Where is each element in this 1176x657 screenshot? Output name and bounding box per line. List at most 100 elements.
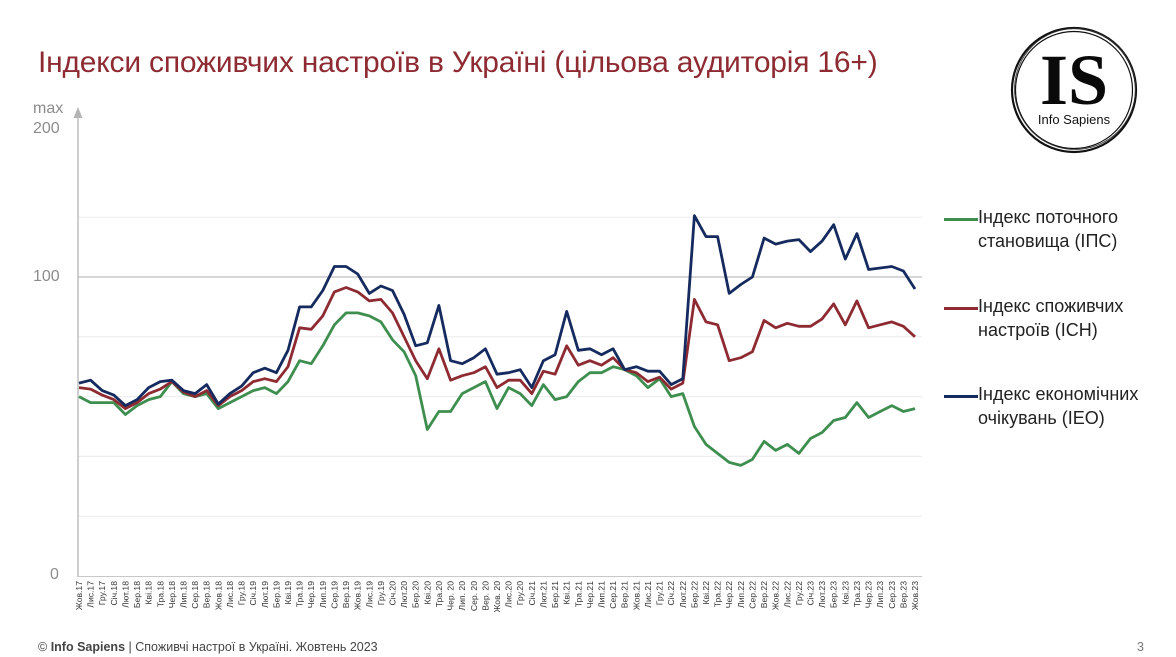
x-tick-label: Вер.22 — [759, 581, 769, 608]
x-tick-label: Лип.23 — [875, 581, 885, 608]
x-tick-label: Сер.18 — [190, 581, 200, 609]
legend-swatch-isn — [944, 307, 978, 310]
y-axis-arrow-icon — [73, 107, 83, 118]
x-tick-label: Гру.18 — [237, 581, 247, 605]
footer-brand: Info Sapiens — [50, 640, 126, 654]
x-tick-label: Лют.22 — [678, 581, 688, 608]
gridlines — [78, 216, 922, 577]
x-tick-label: Бер.19 — [271, 581, 281, 608]
legend-item-ips: Індекс поточного становища (ІПС) — [944, 206, 1168, 253]
x-tick-label: Лют.18 — [120, 581, 130, 608]
x-tick-label: Кві.21 — [562, 581, 572, 605]
slide-title: Індекси споживчих настроїв в Україні (ці… — [38, 46, 878, 79]
x-tick-label: Гру.17 — [97, 581, 107, 605]
x-tick-label: Лис.19 — [364, 581, 374, 608]
x-tick-label: Бер.18 — [132, 581, 142, 608]
footer: © Info Sapiens | Споживчі настрої в Укра… — [38, 640, 378, 654]
legend-swatch-ips — [944, 218, 978, 221]
series-line-isn — [78, 286, 916, 411]
x-tick-label: Вер.19 — [341, 581, 351, 608]
x-tick-label: Тра.21 — [573, 581, 583, 607]
x-tick-label: Бер.23 — [829, 581, 839, 608]
x-tick-label: Січ.19 — [248, 581, 258, 606]
copyright-symbol: © — [38, 640, 48, 654]
legend-label-isn: Індекс споживчих настроїв (ІСН) — [978, 296, 1124, 340]
x-tick-label: Кві.18 — [144, 581, 154, 605]
x-tick-label: Чер.23 — [864, 581, 874, 608]
legend-item-ieo: Індекс економічних очікувань (ІЕО) — [944, 383, 1168, 430]
x-tick-label: Лип. 20 — [457, 581, 467, 611]
x-tick-label: Чер.21 — [585, 581, 595, 608]
x-tick-label: Чер.19 — [306, 581, 316, 608]
x-tick-label: Лют.20 — [399, 581, 409, 608]
x-tick-label: Кві.20 — [422, 581, 432, 605]
x-tick-label: Жов.17 — [74, 581, 84, 610]
x-tick-label: Лис.22 — [782, 581, 792, 608]
x-tick-label: Тра.23 — [852, 581, 862, 607]
x-tick-label: Вер.23 — [898, 581, 908, 608]
logo-initials: IS — [1040, 40, 1108, 120]
x-tick-label: Тра.22 — [713, 581, 723, 607]
footer-text: Споживчі настрої в Україні. Жовтень 2023 — [135, 640, 378, 654]
x-tick-label: Гру.21 — [655, 581, 665, 605]
x-tick-label: Січ.21 — [527, 581, 537, 606]
y-axis-tick-100: 100 — [33, 268, 60, 285]
x-tick-label: Лис.17 — [86, 581, 96, 608]
x-tick-label: Гру.20 — [515, 581, 525, 605]
x-tick-label: Чер.18 — [167, 581, 177, 608]
x-tick-label: Сер.19 — [329, 581, 339, 609]
x-tick-label: Січ.23 — [806, 581, 816, 606]
x-tick-label: Вер.21 — [620, 581, 630, 608]
x-tick-label: Вер. 20 — [480, 581, 490, 611]
x-tick-label: Жов.22 — [771, 581, 781, 610]
x-tick-label: Тра.18 — [155, 581, 165, 607]
x-tick-label: Сер.21 — [608, 581, 618, 609]
x-tick-label: Лют.19 — [260, 581, 270, 608]
legend-swatch-ieo — [944, 395, 978, 398]
x-tick-label: Лип.18 — [179, 581, 189, 608]
x-tick-label: Жов. 20 — [492, 581, 502, 613]
x-tick-label: Чер.22 — [724, 581, 734, 608]
x-tick-label: Вер.18 — [202, 581, 212, 608]
x-tick-label: Січ.20 — [388, 581, 398, 606]
y-axis-tick-0: 0 — [50, 566, 59, 583]
x-tick-label: Лис.21 — [643, 581, 653, 608]
x-tick-label: Жов.23 — [910, 581, 920, 610]
x-tick-label: Сер.23 — [887, 581, 897, 609]
x-tick-label: Кві.23 — [840, 581, 850, 605]
info-sapiens-logo: IS Info Sapiens — [1010, 26, 1138, 154]
x-tick-label: Сер.22 — [747, 581, 757, 609]
x-tick-label: Лис.18 — [225, 581, 235, 608]
x-tick-label: Лип.19 — [318, 581, 328, 608]
x-tick-label: Жов.18 — [213, 581, 223, 610]
x-tick-label: Лют.21 — [538, 581, 548, 608]
x-tick-label: Сер. 20 — [469, 581, 479, 611]
legend-item-isn: Індекс споживчих настроїв (ІСН) — [944, 295, 1168, 342]
series-line-ips — [78, 311, 916, 467]
x-tick-label: Жов.21 — [631, 581, 641, 610]
x-tick-label: Лип.21 — [597, 581, 607, 608]
x-tick-label: Бер.21 — [550, 581, 560, 608]
x-tick-label: Кві.19 — [283, 581, 293, 605]
x-tick-label: Січ.18 — [109, 581, 119, 606]
y-axis-tick-200: 200 — [33, 120, 60, 137]
x-tick-label: Бер.20 — [411, 581, 421, 608]
legend-label-ips: Індекс поточного становища (ІПС) — [978, 207, 1119, 251]
x-tick-label: Жов.19 — [353, 581, 363, 610]
x-tick-label: Лют.23 — [817, 581, 827, 608]
x-tick-label: Лип.22 — [736, 581, 746, 608]
x-tick-label: Гру.22 — [794, 581, 804, 605]
x-tick-label: Кві.22 — [701, 581, 711, 605]
series-line-ieo — [78, 214, 917, 408]
x-tick-label: Гру.19 — [376, 581, 386, 605]
x-tick-label: Тра.20 — [434, 581, 444, 607]
series-lines — [78, 214, 917, 467]
logo-name: Info Sapiens — [1038, 112, 1111, 127]
x-axis-tick-labels: Жов.17 Лис.17 Гру.17 Січ.18 Лют.18 Бер.18 Кві.… — [74, 581, 920, 613]
x-tick-label: Січ.22 — [666, 581, 676, 606]
page-number: 3 — [1137, 640, 1144, 654]
x-tick-label: Бер.22 — [689, 581, 699, 608]
legend-label-ieo: Індекс економічних очікувань (ІЕО) — [978, 384, 1139, 428]
y-axis-max-label: max — [33, 100, 64, 117]
